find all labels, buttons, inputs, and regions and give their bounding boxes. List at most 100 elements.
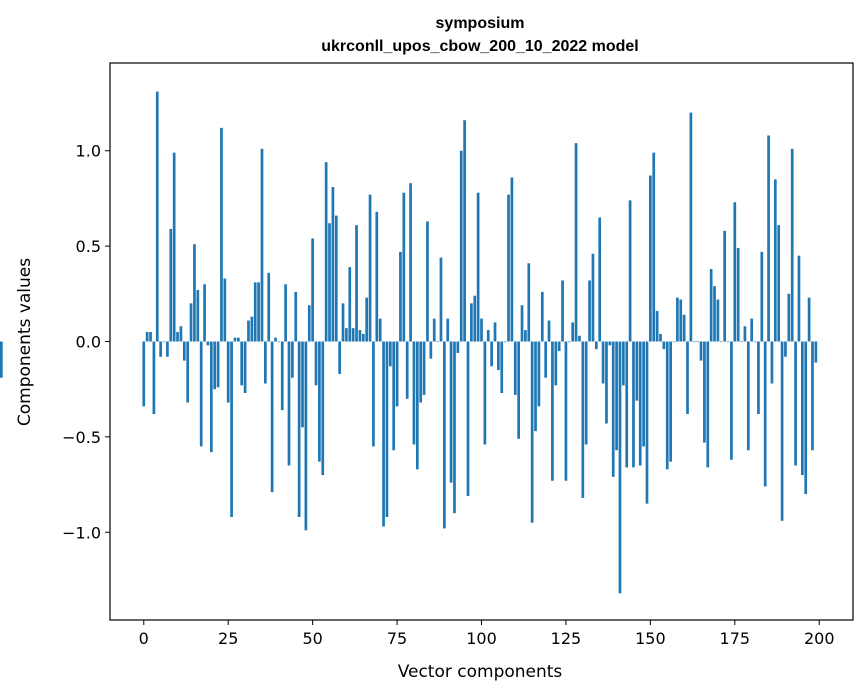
bar: [284, 284, 287, 342]
bar: [719, 341, 723, 343]
x-axis-label: Vector components: [398, 662, 563, 682]
bar: [527, 263, 531, 342]
bar: [736, 248, 740, 342]
bar: [800, 341, 804, 476]
bar: [307, 305, 311, 342]
bar: [439, 257, 443, 342]
bar: [574, 143, 578, 342]
bar: [753, 341, 757, 343]
bar: [811, 341, 814, 451]
bar: [321, 341, 325, 476]
bar: [746, 341, 750, 451]
bar: [341, 303, 345, 342]
bar: [240, 341, 244, 386]
bar: [199, 341, 203, 447]
bar: [598, 217, 602, 342]
bar: [777, 225, 781, 342]
bar: [182, 341, 186, 361]
bar: [503, 341, 507, 343]
bar: [145, 331, 149, 342]
bar: [250, 316, 254, 342]
bar: [740, 341, 743, 343]
bar: [446, 318, 450, 342]
bar: [520, 305, 524, 342]
bar: [655, 310, 659, 342]
bar: [773, 179, 777, 342]
bar: [534, 341, 537, 432]
bar: [318, 341, 321, 462]
bar: [162, 341, 166, 343]
bar: [723, 230, 727, 342]
bar: [443, 341, 446, 529]
bar: [662, 341, 666, 350]
bar: [220, 127, 223, 342]
bar: [422, 341, 426, 395]
bar: [355, 225, 358, 342]
bar: [358, 330, 362, 342]
bar: [476, 192, 480, 342]
x-tick-label: 25: [218, 629, 238, 648]
bar: [686, 341, 689, 414]
bar: [405, 341, 409, 399]
bar: [409, 183, 412, 342]
bar: [760, 251, 764, 342]
bar: [557, 341, 561, 352]
bar: [672, 341, 676, 343]
bar: [169, 228, 173, 342]
bar: [436, 341, 439, 343]
bar: [399, 251, 402, 342]
bar: [419, 341, 423, 403]
y-tick-label: −1.0: [62, 523, 101, 542]
x-axis-ticks: 0 25 50 75 100 125 150 175 200: [139, 620, 835, 648]
bar: [196, 290, 200, 342]
bar: [513, 341, 517, 395]
bar: [193, 244, 196, 342]
bar: [608, 341, 612, 346]
bar: [459, 150, 463, 342]
bar: [497, 341, 500, 371]
x-tick-label: 100: [466, 629, 497, 648]
chart-subtitle: ukrconll_upos_cbow_200_10_2022 model: [321, 38, 638, 55]
bar: [615, 341, 618, 451]
bar: [807, 297, 811, 342]
y-axis-ticks: −1.0 −0.5 0.0 0.5 1.0: [62, 142, 110, 542]
bar: [726, 341, 730, 343]
bar: [365, 297, 369, 342]
bar: [709, 269, 713, 342]
bar: [142, 341, 146, 407]
bar: [679, 299, 683, 342]
bar: [611, 341, 615, 477]
y-tick-label: −0.5: [62, 428, 101, 447]
bar: [770, 341, 774, 384]
bar: [297, 341, 301, 517]
bar: [470, 303, 473, 342]
bar: [763, 341, 767, 487]
bar: [632, 341, 635, 468]
bar: [426, 221, 429, 342]
bar: [243, 341, 247, 393]
bar: [159, 341, 163, 357]
bar: [331, 186, 335, 342]
bar: [378, 318, 382, 342]
bar: [493, 322, 497, 342]
bar: [172, 152, 176, 342]
x-tick-label: 50: [302, 629, 322, 648]
bar: [716, 299, 720, 342]
bar: [638, 341, 642, 466]
bar: [179, 326, 183, 342]
bar: [584, 341, 588, 445]
bar: [429, 341, 433, 359]
bar: [784, 341, 787, 357]
bar: [588, 280, 591, 342]
x-tick-label: 175: [720, 629, 751, 648]
bar: [628, 200, 632, 342]
bar: [449, 341, 453, 483]
bar: [564, 341, 568, 481]
bar: [415, 341, 419, 470]
bar: [253, 282, 257, 342]
bar: [351, 328, 355, 342]
bar: [230, 341, 233, 517]
bar: [463, 120, 466, 342]
bar: [186, 341, 190, 403]
bar: [375, 211, 379, 342]
